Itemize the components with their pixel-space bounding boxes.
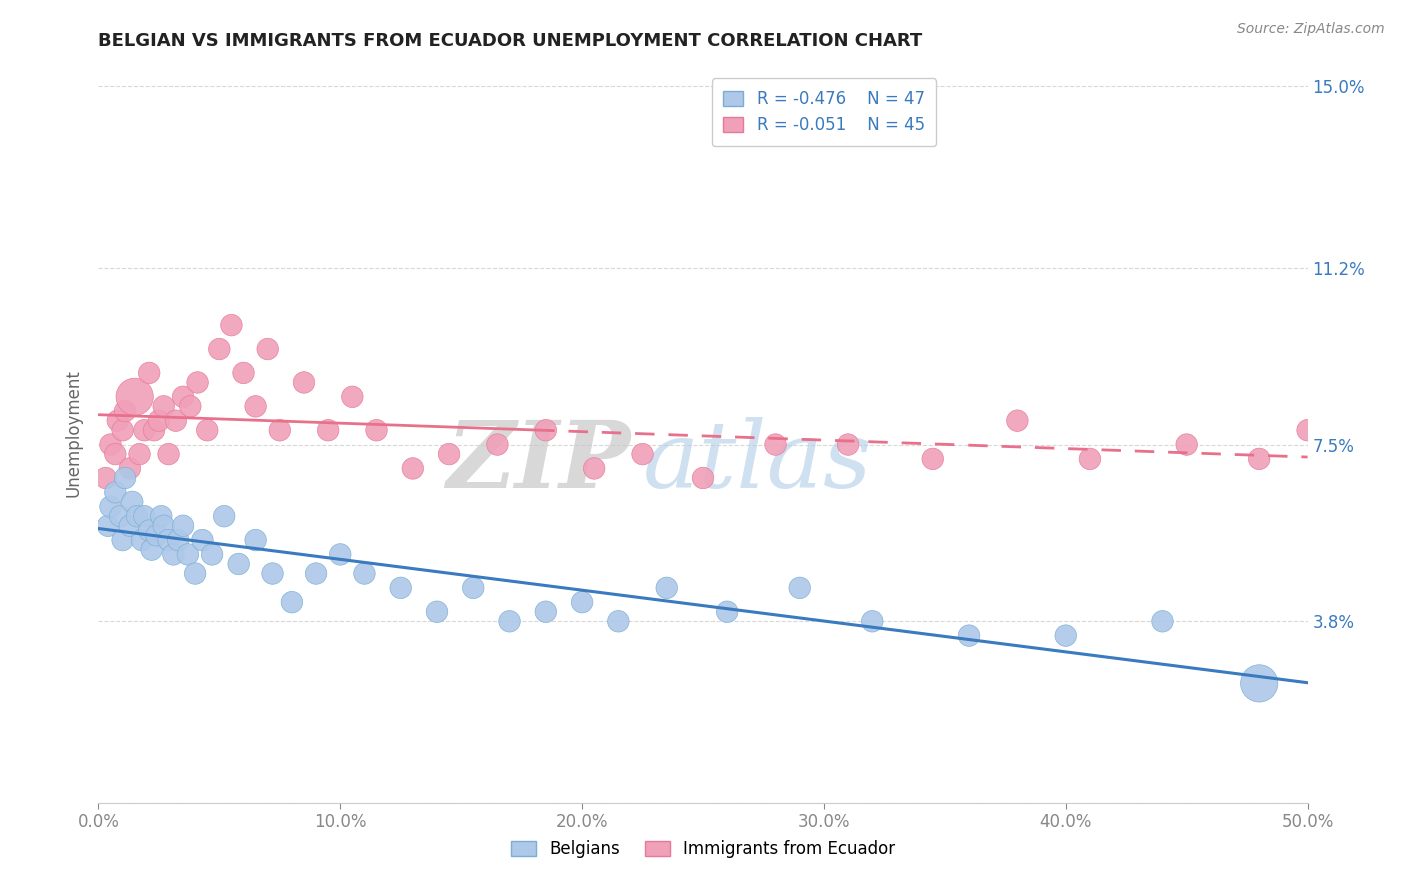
Point: [281, 595, 304, 609]
Point: [157, 533, 180, 547]
Point: [131, 533, 153, 547]
Point: [212, 509, 235, 524]
Point: [228, 557, 250, 571]
Point: [157, 447, 180, 461]
Point: [124, 390, 146, 404]
Point: [167, 533, 190, 547]
Point: [177, 548, 200, 562]
Point: [1296, 423, 1319, 437]
Legend: Belgians, Immigrants from Ecuador: Belgians, Immigrants from Ecuador: [505, 833, 901, 865]
Point: [184, 566, 207, 581]
Point: [94, 471, 117, 485]
Point: [389, 581, 412, 595]
Point: [655, 581, 678, 595]
Point: [179, 400, 201, 414]
Point: [1175, 437, 1198, 451]
Point: [789, 581, 811, 595]
Point: [860, 615, 883, 629]
Point: [232, 366, 254, 380]
Point: [111, 533, 134, 547]
Point: [100, 437, 122, 451]
Point: [292, 376, 315, 390]
Point: [138, 366, 160, 380]
Point: [191, 533, 214, 547]
Point: [245, 400, 267, 414]
Point: [837, 437, 859, 451]
Point: [100, 500, 122, 514]
Point: [269, 423, 291, 437]
Point: [534, 605, 557, 619]
Point: [195, 423, 218, 437]
Point: [402, 461, 425, 475]
Point: [114, 404, 136, 418]
Point: [256, 342, 278, 356]
Point: [152, 400, 174, 414]
Point: [172, 390, 194, 404]
Point: [716, 605, 738, 619]
Point: [262, 566, 284, 581]
Point: [437, 447, 460, 461]
Text: BELGIAN VS IMMIGRANTS FROM ECUADOR UNEMPLOYMENT CORRELATION CHART: BELGIAN VS IMMIGRANTS FROM ECUADOR UNEMP…: [98, 32, 922, 50]
Point: [97, 518, 120, 533]
Point: [138, 524, 160, 538]
Point: [571, 595, 593, 609]
Point: [108, 509, 131, 524]
Point: [141, 542, 163, 557]
Point: [150, 509, 173, 524]
Point: [631, 447, 654, 461]
Point: [208, 342, 231, 356]
Point: [148, 414, 170, 428]
Point: [127, 509, 149, 524]
Point: [111, 423, 134, 437]
Point: [366, 423, 388, 437]
Point: [353, 566, 375, 581]
Y-axis label: Unemployment: Unemployment: [65, 368, 83, 497]
Point: [221, 318, 243, 333]
Point: [1152, 615, 1174, 629]
Point: [172, 518, 194, 533]
Point: [534, 423, 557, 437]
Point: [316, 423, 339, 437]
Point: [486, 437, 509, 451]
Point: [145, 528, 167, 542]
Point: [498, 615, 520, 629]
Point: [114, 471, 136, 485]
Point: [607, 615, 630, 629]
Point: [134, 423, 156, 437]
Point: [1249, 676, 1271, 690]
Point: [692, 471, 714, 485]
Point: [187, 376, 209, 390]
Point: [329, 548, 352, 562]
Point: [104, 485, 127, 500]
Point: [957, 629, 980, 643]
Point: [342, 390, 364, 404]
Point: [921, 451, 943, 466]
Text: Source: ZipAtlas.com: Source: ZipAtlas.com: [1237, 22, 1385, 37]
Point: [1007, 414, 1029, 428]
Point: [201, 548, 224, 562]
Text: ZIP: ZIP: [446, 417, 630, 508]
Point: [765, 437, 787, 451]
Point: [426, 605, 449, 619]
Point: [245, 533, 267, 547]
Point: [118, 518, 141, 533]
Point: [165, 414, 187, 428]
Point: [583, 461, 606, 475]
Point: [118, 461, 141, 475]
Point: [162, 548, 184, 562]
Point: [104, 447, 127, 461]
Point: [143, 423, 166, 437]
Text: atlas: atlas: [643, 417, 872, 508]
Point: [128, 447, 150, 461]
Point: [107, 414, 129, 428]
Point: [152, 518, 174, 533]
Point: [1249, 451, 1271, 466]
Point: [134, 509, 156, 524]
Point: [1078, 451, 1101, 466]
Point: [1054, 629, 1077, 643]
Point: [305, 566, 328, 581]
Point: [121, 495, 143, 509]
Point: [463, 581, 485, 595]
